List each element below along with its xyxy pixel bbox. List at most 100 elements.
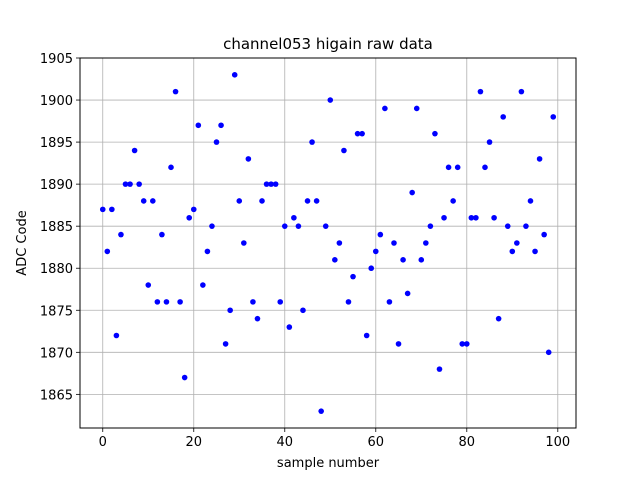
data-point <box>404 290 411 297</box>
data-point <box>468 214 475 221</box>
data-point <box>268 181 274 187</box>
data-point <box>163 299 170 305</box>
y-tick-label: 1905 <box>40 52 73 67</box>
data-point <box>127 181 133 187</box>
x-tick-label: 60 <box>368 435 385 450</box>
data-point <box>254 315 261 322</box>
data-point <box>536 156 543 162</box>
data-point <box>336 240 343 246</box>
data-point <box>281 223 288 229</box>
data-point <box>263 181 270 187</box>
x-tick-label: 0 <box>99 435 107 450</box>
data-point <box>527 198 534 204</box>
data-point <box>186 214 193 221</box>
data-point <box>350 273 356 280</box>
data-point <box>304 198 311 204</box>
data-point <box>486 139 493 145</box>
data-point <box>541 231 547 238</box>
y-tick-label: 1865 <box>40 388 73 403</box>
data-point <box>545 349 552 356</box>
data-point <box>327 97 334 103</box>
data-point <box>113 332 120 339</box>
data-point <box>236 198 243 204</box>
data-point <box>332 257 338 263</box>
data-point <box>204 248 211 255</box>
data-point <box>227 307 233 314</box>
data-point <box>354 130 361 137</box>
data-point <box>423 240 429 246</box>
data-point <box>463 341 470 347</box>
data-point <box>118 231 124 238</box>
axis-ticks: 0 20 40 60 80 100 1865 1870 1875 1880 1885 1890 1895… <box>40 52 570 450</box>
data-points <box>99 72 557 414</box>
data-point <box>145 282 152 288</box>
data-point <box>382 105 388 112</box>
data-point <box>168 164 174 171</box>
y-tick-label: 1895 <box>40 136 73 151</box>
y-tick-label: 1885 <box>40 220 73 235</box>
data-point <box>245 156 252 162</box>
data-point <box>259 198 265 204</box>
data-point <box>550 114 557 120</box>
data-point <box>136 181 142 187</box>
data-point <box>277 299 284 305</box>
y-tick-label: 1880 <box>40 262 73 277</box>
data-point <box>181 374 188 381</box>
x-tick-label: 100 <box>545 435 570 450</box>
data-point <box>231 72 238 78</box>
data-point <box>213 139 220 145</box>
data-point <box>500 114 506 120</box>
data-point <box>218 122 224 129</box>
data-point <box>395 341 402 347</box>
data-point <box>345 299 352 305</box>
data-point <box>159 231 165 238</box>
data-point <box>532 248 538 255</box>
data-point <box>445 164 452 171</box>
data-point <box>518 88 525 95</box>
data-point <box>295 223 302 229</box>
x-axis-label: sample number <box>277 456 380 471</box>
data-point <box>368 265 375 272</box>
data-point <box>195 122 202 129</box>
data-point <box>150 198 156 204</box>
y-tick-label: 1890 <box>40 178 73 193</box>
data-point <box>427 223 434 229</box>
data-point <box>177 299 183 305</box>
x-tick-label: 40 <box>276 435 293 450</box>
data-point <box>104 248 111 255</box>
data-point <box>400 257 406 263</box>
data-point <box>409 189 415 196</box>
data-point <box>272 181 279 187</box>
data-point <box>190 206 197 213</box>
data-point <box>509 248 516 255</box>
data-point <box>209 223 215 229</box>
data-point <box>432 130 438 137</box>
data-point <box>482 164 488 171</box>
data-point <box>504 223 511 229</box>
y-tick-label: 1875 <box>40 304 73 319</box>
data-point <box>341 147 347 154</box>
data-point <box>309 139 315 145</box>
data-point <box>450 198 456 204</box>
data-point <box>241 240 247 246</box>
y-axis-label: ADC Code <box>15 210 30 275</box>
data-point <box>495 315 502 322</box>
data-point <box>122 181 129 187</box>
data-point <box>318 408 324 414</box>
data-point <box>250 299 256 305</box>
data-point <box>140 198 147 204</box>
data-point <box>418 257 425 263</box>
data-point <box>514 240 520 246</box>
data-point <box>459 341 466 347</box>
data-point <box>441 214 447 221</box>
data-point <box>172 88 179 95</box>
data-point <box>491 214 497 221</box>
data-point <box>473 214 479 221</box>
data-point <box>363 332 370 339</box>
data-point <box>222 341 229 347</box>
x-tick-label: 20 <box>185 435 202 450</box>
data-point <box>322 223 329 229</box>
plot-frame <box>79 57 577 429</box>
